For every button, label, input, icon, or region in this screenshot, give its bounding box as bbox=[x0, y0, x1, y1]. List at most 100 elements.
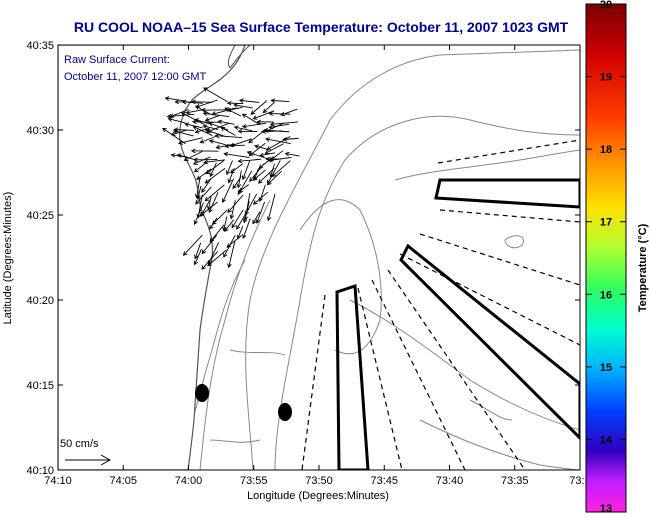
contour-line bbox=[469, 399, 513, 421]
contour-line bbox=[229, 349, 286, 356]
current-vector bbox=[204, 128, 226, 137]
current-vector bbox=[172, 129, 194, 137]
scale-label: 50 cm/s bbox=[60, 438, 99, 450]
current-vector bbox=[211, 107, 236, 116]
colorbar-tick-label: 20 bbox=[600, 0, 612, 11]
current-vector bbox=[241, 160, 251, 181]
y-axis: 40:10 40:15 40:20 40:25 40:30 40:35 bbox=[26, 40, 580, 477]
current-vector bbox=[178, 137, 203, 145]
current-vector bbox=[229, 200, 236, 220]
current-vector bbox=[230, 163, 243, 174]
current-vector bbox=[280, 108, 298, 117]
current-vector bbox=[190, 148, 219, 154]
current-vector bbox=[233, 103, 253, 109]
current-vector bbox=[224, 219, 235, 233]
current-vector bbox=[199, 135, 218, 144]
x-tick-label: 74:00 bbox=[175, 475, 203, 487]
current-vector bbox=[220, 126, 236, 136]
current-vector bbox=[204, 115, 220, 122]
contour-line bbox=[504, 235, 524, 249]
current-vector bbox=[209, 224, 225, 243]
current-vector bbox=[255, 201, 266, 224]
y-tick-label: 40:15 bbox=[26, 380, 54, 392]
current-vector bbox=[195, 186, 212, 205]
current-vector bbox=[227, 240, 236, 269]
current-vector bbox=[237, 129, 258, 134]
current-vector bbox=[192, 119, 220, 125]
current-vector bbox=[252, 169, 266, 181]
colorbar-tick-label: 14 bbox=[600, 434, 613, 446]
current-vector bbox=[199, 201, 218, 217]
current-vector bbox=[246, 150, 269, 160]
current-vector bbox=[254, 144, 269, 151]
current-vector bbox=[164, 96, 186, 102]
current-vector bbox=[221, 178, 235, 204]
x-tick-label: 73:3 bbox=[569, 475, 590, 487]
current-vector bbox=[193, 202, 204, 226]
current-vector bbox=[201, 177, 212, 193]
coastline-detail bbox=[227, 45, 251, 69]
current-vector bbox=[266, 193, 276, 222]
current-vector bbox=[224, 143, 245, 149]
y-tick-label: 40:30 bbox=[26, 125, 54, 137]
annotation-line-2: October 11, 2007 12:00 GMT bbox=[64, 71, 207, 83]
current-vector bbox=[180, 112, 206, 126]
current-vector bbox=[252, 211, 261, 225]
x-tick-label: 73:50 bbox=[305, 475, 333, 487]
current-vector bbox=[208, 139, 226, 146]
x-axis-label: Longitude (Degrees:Minutes) bbox=[247, 490, 389, 502]
transect-line bbox=[399, 253, 580, 346]
current-vector bbox=[241, 113, 261, 126]
current-vector bbox=[262, 102, 275, 114]
transect-line bbox=[439, 209, 580, 223]
current-vector bbox=[225, 160, 233, 176]
scale-arrow-head bbox=[100, 454, 112, 466]
current-vector bbox=[182, 234, 203, 256]
colorbar-tick-label: 15 bbox=[600, 362, 612, 374]
contour-line bbox=[199, 199, 271, 470]
x-tick-label: 74:05 bbox=[109, 475, 137, 487]
current-vector bbox=[233, 125, 253, 132]
current-vector bbox=[226, 234, 242, 248]
current-vector bbox=[193, 157, 218, 163]
current-vector bbox=[195, 99, 218, 109]
sampling-boxes bbox=[335, 178, 580, 470]
station-marker bbox=[195, 384, 209, 402]
current-vectors bbox=[162, 87, 300, 270]
station-marker bbox=[278, 403, 292, 421]
current-vector bbox=[193, 248, 202, 266]
current-vector bbox=[201, 107, 227, 113]
map-layer: 50 cm/s Raw Surface Current: October 11,… bbox=[58, 45, 580, 470]
current-vector bbox=[202, 111, 230, 117]
current-vector bbox=[208, 121, 229, 131]
current-vector bbox=[244, 193, 258, 216]
current-vector bbox=[196, 185, 202, 200]
transect-line bbox=[387, 269, 526, 470]
current-vector bbox=[267, 156, 292, 163]
current-vector bbox=[256, 119, 274, 125]
x-tick-label: 73:55 bbox=[240, 475, 268, 487]
contour-line bbox=[274, 115, 580, 470]
current-vector bbox=[226, 100, 244, 106]
current-vector bbox=[269, 121, 299, 127]
transect-lines bbox=[301, 139, 580, 470]
colorbar-ticks: 20 19 18 17 16 15 14 13 bbox=[586, 0, 626, 515]
current-vector bbox=[207, 249, 227, 267]
y-tick-label: 40:20 bbox=[26, 295, 54, 307]
current-vector bbox=[201, 251, 218, 270]
chart-title: RU COOL NOAA–15 Sea Surface Temperature:… bbox=[74, 19, 569, 35]
colorbar-tick-label: 19 bbox=[600, 72, 612, 84]
current-vector bbox=[268, 123, 290, 130]
current-vector bbox=[192, 156, 211, 165]
current-vector bbox=[223, 234, 236, 258]
colorbar-tick-label: 16 bbox=[600, 289, 612, 301]
current-vector bbox=[259, 152, 276, 158]
colorbar-tick-label: 17 bbox=[600, 217, 612, 229]
colorbar-tick-label: 13 bbox=[600, 503, 612, 515]
current-vector bbox=[264, 143, 284, 154]
current-vector bbox=[271, 160, 291, 178]
current-vector bbox=[282, 136, 299, 142]
contour-line bbox=[245, 49, 580, 470]
contour-line bbox=[209, 439, 261, 443]
current-vector bbox=[238, 98, 260, 103]
